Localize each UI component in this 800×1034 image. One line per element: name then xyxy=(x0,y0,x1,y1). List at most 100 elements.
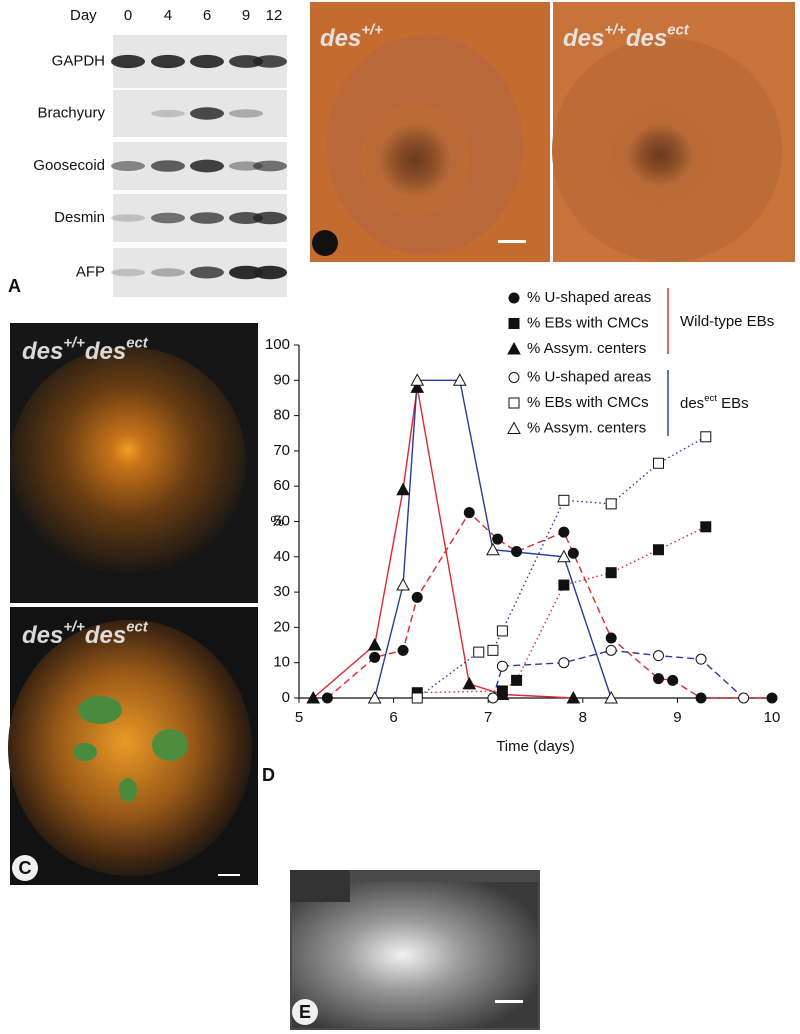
panel-e: E xyxy=(290,870,540,1030)
text-part: des xyxy=(22,622,63,649)
panel-letter: D xyxy=(262,765,275,785)
scale-bar xyxy=(218,874,240,876)
marker-square xyxy=(652,544,664,556)
y-tick-label: 100 xyxy=(265,336,290,353)
gene-label: Desmin xyxy=(54,209,105,226)
marker-triangle xyxy=(566,690,581,704)
photo-label: des+/+desect xyxy=(22,619,149,649)
marker-square xyxy=(558,579,570,591)
photo-label: des+/+desect xyxy=(22,335,149,365)
marker-circle xyxy=(652,650,664,662)
marker-triangle xyxy=(495,687,510,700)
marker-circle xyxy=(508,292,520,304)
x-tick-label: 5 xyxy=(295,709,303,726)
marker-triangle xyxy=(557,549,571,563)
marker-triangle xyxy=(604,690,619,704)
gel-band xyxy=(253,211,287,225)
marker-circle xyxy=(766,692,778,704)
marker-square xyxy=(487,644,499,656)
marker-square xyxy=(473,646,485,658)
day-label: Day xyxy=(70,7,97,24)
text-part: des xyxy=(85,622,126,649)
marker-circle xyxy=(508,372,520,383)
gel-band xyxy=(111,54,145,69)
gene-label: GAPDH xyxy=(52,52,105,69)
text-part: des xyxy=(680,395,704,412)
panel-letter: A xyxy=(8,276,21,296)
y-tick-label: 40 xyxy=(273,548,290,565)
day-number: 6 xyxy=(203,7,211,24)
legend-label: % U-shaped areas xyxy=(527,368,651,385)
marker-circle xyxy=(492,533,504,545)
panel-letter: C xyxy=(19,858,32,878)
marker-circle xyxy=(369,651,381,663)
marker-square xyxy=(496,625,508,637)
marker-circle xyxy=(667,674,679,686)
gel-band xyxy=(151,212,185,224)
montage-gap xyxy=(290,870,350,902)
marker-square xyxy=(652,457,664,469)
x-tick-label: 8 xyxy=(579,709,587,726)
marker-square xyxy=(508,318,520,329)
marker-square xyxy=(605,567,617,579)
y-tick-label: 60 xyxy=(273,477,290,494)
text-part: ect xyxy=(704,392,717,403)
gel-band xyxy=(253,55,287,68)
x-tick-label: 9 xyxy=(673,709,681,726)
embryoid-body xyxy=(8,620,252,876)
day-number: 0 xyxy=(124,7,132,24)
text-part: ect xyxy=(667,22,690,38)
series-line xyxy=(416,436,707,699)
gene-label: Goosecoid xyxy=(33,157,105,174)
gel-band xyxy=(190,159,224,173)
marker-square xyxy=(511,674,523,686)
marker-triangle xyxy=(367,690,382,704)
text-part: des xyxy=(320,25,361,52)
gel-band xyxy=(229,212,263,224)
day-number: 9 xyxy=(242,7,250,24)
marker-circle xyxy=(487,692,499,704)
legend-label: % EBs with CMCs xyxy=(527,314,649,331)
gel-band xyxy=(190,266,224,279)
embryoid-core xyxy=(610,108,710,202)
gel-band xyxy=(190,54,224,69)
y-tick-label: 30 xyxy=(273,583,290,600)
gel-band xyxy=(229,265,263,280)
day-number: 4 xyxy=(164,7,172,24)
y-tick-label: 70 xyxy=(273,442,290,459)
marker-circle xyxy=(397,644,409,656)
gel-band xyxy=(190,212,224,224)
text-part: +/+ xyxy=(63,619,85,635)
marker-circle xyxy=(605,644,617,656)
panel-badge xyxy=(12,855,38,881)
text-part: des xyxy=(563,25,604,52)
text-part: ect xyxy=(126,335,149,351)
green-stain xyxy=(78,696,122,724)
day-number: 12 xyxy=(266,7,283,24)
legend-group-label: Wild-type EBs xyxy=(680,313,774,330)
marker-triangle xyxy=(410,380,425,393)
marker-square xyxy=(508,397,520,409)
panel-badge xyxy=(312,230,338,256)
text-part: des xyxy=(22,338,63,365)
gene-label: Brachyury xyxy=(37,104,105,121)
text-part: ect xyxy=(126,619,149,635)
marker-triangle xyxy=(507,341,521,355)
scale-bar xyxy=(498,240,526,243)
gel-band xyxy=(151,268,185,277)
marker-circle xyxy=(738,692,750,704)
panel-letter: E xyxy=(299,1002,311,1022)
legend-group-label: desect EBs xyxy=(680,392,749,412)
gel-band xyxy=(253,265,287,280)
gel-band xyxy=(253,160,287,172)
marker-circle xyxy=(496,660,508,672)
marker-triangle xyxy=(396,482,410,496)
marker-square xyxy=(700,521,712,533)
x-tick-label: 7 xyxy=(484,709,492,726)
marker-triangle xyxy=(452,373,467,386)
x-tick-label: 10 xyxy=(764,709,781,726)
photo-label: des+/+ xyxy=(320,22,383,52)
gel-band xyxy=(151,109,185,118)
panel-a: Day 0 4 6 9 12 GAPDH Brachyury Goosecoid Desmin AF… xyxy=(8,7,287,297)
